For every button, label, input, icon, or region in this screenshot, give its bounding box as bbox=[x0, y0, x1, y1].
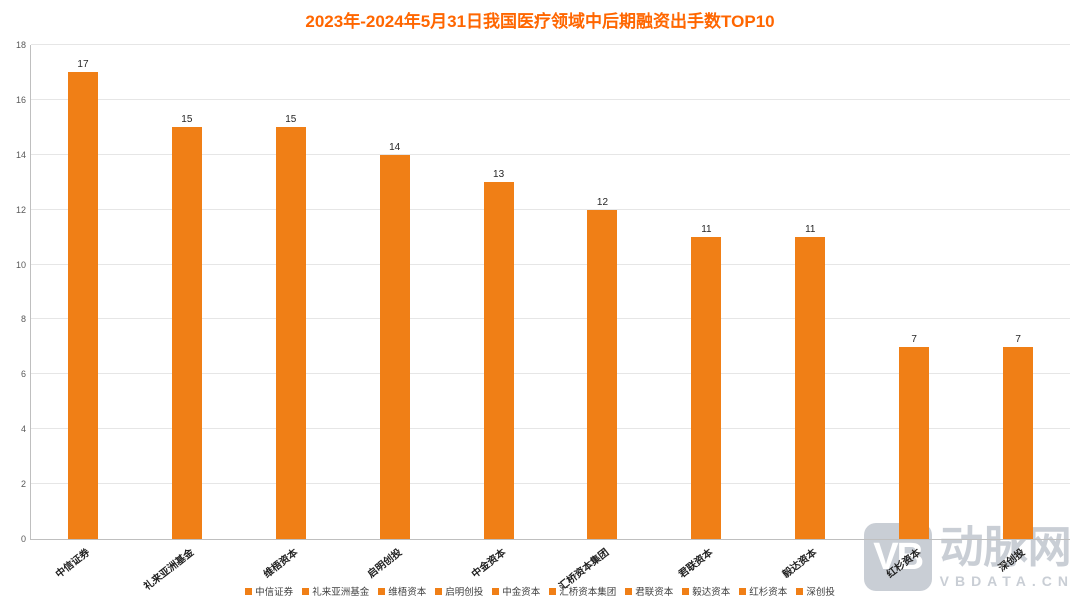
watermark-text: 动脉网 VBDATA.CN bbox=[939, 525, 1074, 590]
bar-value-label: 15 bbox=[285, 114, 297, 126]
legend-item: 中金资本 bbox=[492, 584, 540, 598]
legend-swatch-icon bbox=[245, 587, 253, 595]
bar-value-label: 11 bbox=[701, 224, 712, 236]
bar-value-label: 12 bbox=[596, 196, 609, 208]
bar-value-label: 14 bbox=[389, 141, 401, 153]
legend-label: 礼来亚洲基金 bbox=[312, 587, 370, 598]
legend-item: 礼来亚洲基金 bbox=[302, 584, 369, 598]
bar-column: 7 bbox=[862, 45, 966, 539]
bars-row: 17 15 15 14 13 12 11 11 7 7 bbox=[31, 45, 1070, 539]
bar bbox=[379, 154, 410, 539]
bar-value-label: 13 bbox=[493, 169, 505, 181]
legend-item: 维梧资本 bbox=[378, 584, 426, 598]
bar-value-label: 17 bbox=[77, 59, 89, 71]
y-tick-label: 2 bbox=[20, 479, 26, 490]
legend-label: 毅达资本 bbox=[692, 587, 731, 598]
y-tick-label: 0 bbox=[20, 534, 26, 544]
legend-swatch-icon bbox=[549, 587, 557, 595]
gridline bbox=[31, 208, 1070, 210]
y-tick-label: 10 bbox=[15, 259, 26, 270]
bar-column: 13 bbox=[447, 45, 551, 539]
gridline bbox=[31, 153, 1070, 155]
bar bbox=[275, 127, 306, 539]
y-tick-label: 18 bbox=[15, 40, 26, 50]
bar-column: 14 bbox=[343, 45, 447, 539]
y-tick-label: 16 bbox=[15, 94, 26, 105]
legend-label: 维梧资本 bbox=[388, 587, 427, 598]
legend-item: 君联资本 bbox=[625, 584, 673, 598]
legend-swatch-icon bbox=[435, 587, 443, 595]
x-axis-label: 中信证券 bbox=[53, 547, 93, 581]
x-axis-label: 君联资本 bbox=[677, 547, 716, 581]
bar bbox=[899, 346, 930, 539]
bar-column: 15 bbox=[239, 45, 343, 539]
legend-item: 深创投 bbox=[796, 584, 835, 598]
chart-title: 2023年-2024年5月31日我国医疗领域中后期融资出手数TOP10 bbox=[305, 12, 775, 31]
bar-column: 15 bbox=[135, 45, 239, 539]
legend-label: 中信证券 bbox=[255, 587, 294, 598]
legend-label: 中金资本 bbox=[502, 587, 541, 598]
bar-value-label: 7 bbox=[1015, 333, 1021, 345]
bar-column: 11 bbox=[758, 45, 862, 539]
gridline bbox=[31, 483, 1070, 485]
legend-item: 启明创投 bbox=[435, 584, 483, 598]
y-tick-label: 14 bbox=[15, 149, 26, 160]
y-tick-label: 6 bbox=[20, 369, 26, 380]
bar-column: 12 bbox=[551, 45, 655, 539]
bar-column: 17 bbox=[31, 45, 135, 539]
x-axis-label: 启明创投 bbox=[365, 547, 404, 581]
bar bbox=[171, 127, 202, 539]
gridline bbox=[31, 318, 1070, 320]
legend-label: 君联资本 bbox=[635, 587, 674, 598]
gridline bbox=[31, 44, 1070, 45]
bar bbox=[691, 237, 722, 539]
legend-label: 红杉资本 bbox=[749, 587, 788, 598]
bar-value-label: 15 bbox=[181, 114, 193, 126]
x-axis-label: 中金资本 bbox=[469, 547, 508, 581]
legend-label: 深创投 bbox=[806, 587, 835, 598]
bar-column: 11 bbox=[654, 45, 758, 539]
bar-column: 7 bbox=[966, 45, 1070, 539]
bar-value-label: 11 bbox=[805, 224, 816, 236]
legend-swatch-icon bbox=[796, 587, 804, 595]
legend-swatch-icon bbox=[492, 587, 500, 595]
x-axis-label: 深创投 bbox=[996, 547, 1028, 575]
gridline bbox=[31, 373, 1070, 375]
legend-item: 汇桥资本集团 bbox=[549, 584, 616, 598]
legend-item: 毅达资本 bbox=[682, 584, 730, 598]
y-tick-label: 12 bbox=[15, 204, 26, 215]
bar-value-label: 7 bbox=[911, 333, 917, 345]
legend-item: 中信证券 bbox=[245, 584, 293, 598]
gridline bbox=[31, 98, 1070, 100]
bar bbox=[67, 72, 98, 539]
plot-area: 0 2 4 6 8 10 12 14 16 18 17 15 15 14 13 12 11 11 7 7 中信证券礼… bbox=[16, 40, 1070, 593]
bar bbox=[1003, 346, 1034, 539]
legend: 中信证券 礼来亚洲基金 维梧资本 启明创投 中金资本 汇桥资本集团 君联资本 毅达资本 红杉资本… bbox=[0, 584, 1080, 598]
x-axis-label: 维梧资本 bbox=[261, 547, 301, 581]
bar bbox=[483, 182, 514, 539]
y-tick-label: 4 bbox=[20, 424, 26, 435]
watermark-domain: VBDATA.CN bbox=[939, 573, 1074, 589]
legend-swatch-icon bbox=[378, 587, 386, 595]
bar bbox=[795, 237, 826, 539]
bar bbox=[587, 209, 618, 539]
legend-label: 汇桥资本集团 bbox=[559, 587, 617, 598]
legend-swatch-icon bbox=[682, 587, 690, 595]
legend-swatch-icon bbox=[739, 587, 747, 595]
y-tick-label: 8 bbox=[20, 314, 26, 325]
legend-swatch-icon bbox=[625, 587, 633, 595]
x-axis-label: 毅达资本 bbox=[781, 547, 820, 581]
legend-swatch-icon bbox=[302, 587, 310, 595]
legend-item: 红杉资本 bbox=[739, 584, 787, 598]
gridline bbox=[31, 428, 1070, 430]
gridline bbox=[31, 263, 1070, 265]
legend-label: 启明创投 bbox=[445, 587, 484, 598]
x-axis-label: 红杉资本 bbox=[885, 547, 924, 581]
